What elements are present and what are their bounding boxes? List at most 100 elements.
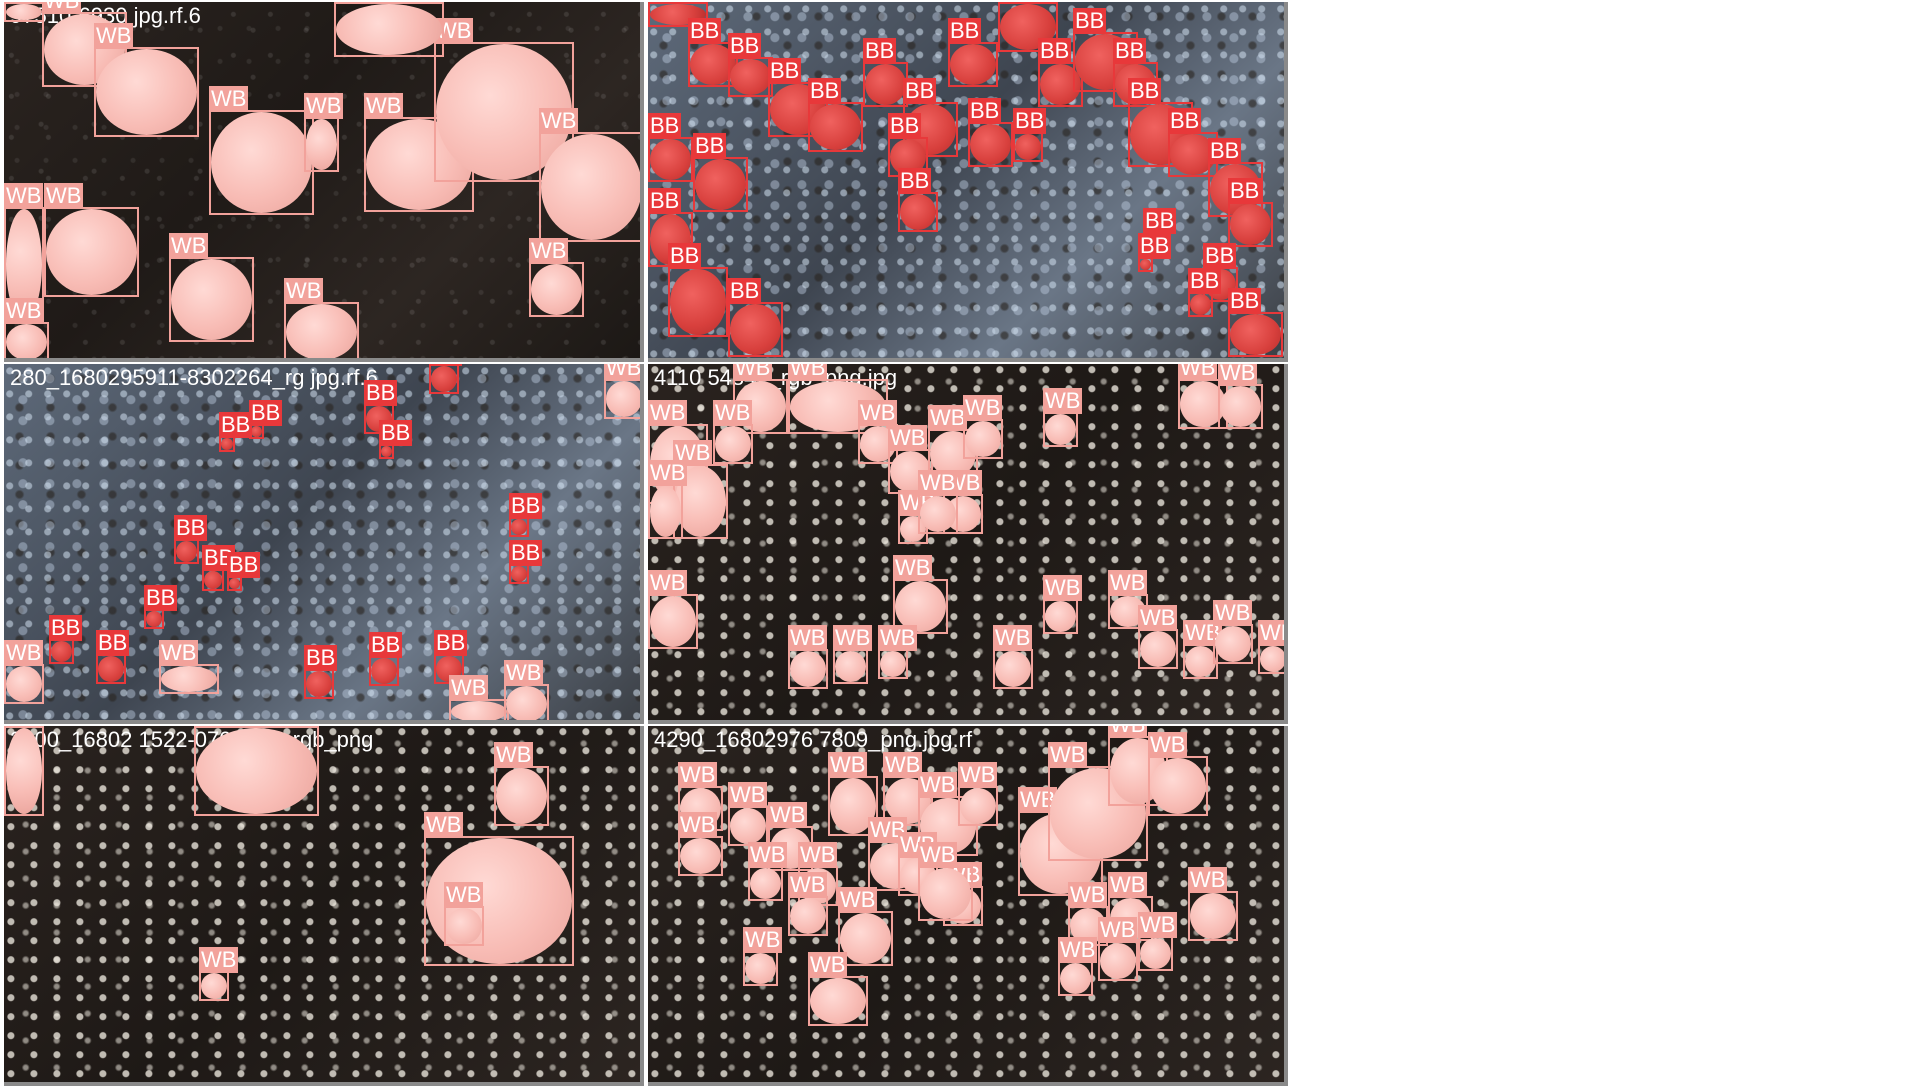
- detection-label: BB: [49, 615, 83, 641]
- detection-box-wb: WB: [209, 86, 314, 215]
- detection-mosaic: 97510-6930 jpg.rf.6 WBWBWBWBWBWBWBWBWBWB…: [4, 2, 1288, 1086]
- detection-box-wb: WB: [1043, 388, 1083, 447]
- detection-box-wb: WB: [504, 660, 549, 720]
- detection-label: WB: [1048, 742, 1088, 768]
- detection-box-bb: BB: [174, 515, 208, 564]
- mushroom-cap: [1140, 631, 1176, 667]
- mushroom-cap: [506, 686, 547, 720]
- detection-label: WB: [958, 762, 998, 788]
- detection-label: WB: [539, 108, 579, 134]
- mushroom-cap: [196, 728, 317, 814]
- detection-box-wb: WB: [1058, 937, 1098, 996]
- mushroom-cap: [1230, 204, 1271, 245]
- image-tile-6: 4290_16802976 7809_png.jpg.rf WB WB WB WB WB…: [648, 726, 1288, 1086]
- detection-label: WB: [828, 752, 868, 778]
- detection-box-wb: WB: [364, 93, 474, 212]
- detection-box-bb: BB: [728, 33, 773, 97]
- detection-box-wb: WB: [1138, 605, 1178, 669]
- detection-label: WB: [4, 726, 44, 728]
- detection-label: WB: [42, 2, 82, 14]
- detection-label: WB: [1218, 364, 1258, 386]
- detection-label: BB: [369, 632, 403, 658]
- mushroom-cap: [541, 134, 640, 240]
- detection-label: WB: [878, 625, 918, 651]
- detection-label: BB: [998, 2, 1032, 4]
- detection-label: WB: [1258, 620, 1284, 646]
- mushroom-cap: [965, 421, 1001, 457]
- mushroom-cap: [900, 194, 936, 230]
- mushroom-cap: [1140, 938, 1171, 969]
- mushroom-cap: [1150, 758, 1206, 814]
- detection-label: WB: [4, 298, 44, 324]
- detection-box-wb: WB: [648, 460, 688, 539]
- detection-label: BB: [1208, 138, 1242, 164]
- mushroom-cap: [6, 324, 47, 358]
- detection-box-wb: WB: [648, 570, 698, 649]
- detection-label: WB: [504, 660, 544, 686]
- detection-box-wb: WB: [1138, 912, 1178, 971]
- detection-label: BB: [808, 78, 842, 104]
- mushroom-cap: [6, 4, 42, 20]
- detection-label: BB: [968, 98, 1002, 124]
- detection-label: WB: [1098, 917, 1138, 943]
- mushroom-cap: [211, 112, 312, 213]
- detection-label: BB: [688, 18, 722, 44]
- detection-box-bb: BB: [1228, 178, 1273, 247]
- detection-box-bb: BB: [96, 630, 130, 684]
- detection-box-wb: WB: [4, 640, 44, 704]
- detection-label: WB: [604, 364, 640, 381]
- detection-box-wb: WB: [678, 762, 723, 831]
- mushroom-cap: [1230, 314, 1281, 355]
- detection-label: BB: [1203, 243, 1237, 269]
- mushroom-cap: [650, 139, 691, 180]
- mushroom-cap: [451, 701, 507, 720]
- detection-box-wb: WB: [159, 640, 219, 694]
- detection-label: WB: [883, 752, 923, 778]
- detection-box-wb: WB: [444, 882, 484, 946]
- detection-box-wb: WB: [963, 395, 1003, 459]
- detection-label: BB: [304, 645, 338, 671]
- detection-label: BB: [898, 168, 932, 194]
- detection-label: BB: [863, 38, 897, 64]
- detection-box-bb: BB: [369, 632, 403, 686]
- detection-label: BB: [429, 364, 463, 366]
- mushroom-cap: [96, 49, 197, 135]
- detection-label: WB: [284, 278, 324, 304]
- detection-label: WB: [788, 625, 828, 651]
- detection-box-bb: BB: [144, 585, 178, 629]
- detection-box-wb: WB: [1218, 364, 1263, 429]
- detection-label: WB: [858, 400, 898, 426]
- detection-box-wb: WB: [169, 233, 254, 342]
- mushroom-cap: [146, 611, 162, 627]
- detection-label: WB: [993, 625, 1033, 651]
- mushroom-cap: [204, 571, 222, 589]
- mushroom-cap: [221, 438, 233, 450]
- detection-label: WB: [44, 183, 84, 209]
- mushroom-cap: [201, 973, 227, 999]
- mushroom-cap: [229, 578, 240, 589]
- detection-box-wb: WB: [918, 470, 958, 534]
- detection-label: BB: [249, 400, 283, 426]
- mushroom-cap: [251, 426, 262, 437]
- detection-box-wb: WB: [1188, 867, 1238, 941]
- detection-box-bb: BB: [898, 168, 938, 232]
- detection-label: BB: [648, 2, 682, 4]
- detection-label: WB: [1188, 867, 1228, 893]
- detection-label: BB: [1168, 108, 1202, 134]
- detection-label: WB: [963, 395, 1003, 421]
- detection-box-bb: BB: [968, 98, 1013, 167]
- detection-label: WB: [733, 364, 773, 381]
- detection-box-bb: BB: [429, 364, 463, 394]
- mushroom-cap: [730, 304, 781, 355]
- detection-label: WB: [4, 2, 44, 4]
- detection-label: BB: [144, 585, 178, 611]
- detection-label: WB: [838, 887, 878, 913]
- mushroom-cap: [6, 728, 42, 814]
- detection-label: BB: [1038, 38, 1072, 64]
- mushroom-cap: [880, 651, 906, 677]
- detection-box-bb: BB: [202, 545, 236, 591]
- mushroom-cap: [176, 541, 197, 562]
- mushroom-cap: [950, 44, 996, 85]
- detection-label: BB: [509, 540, 543, 566]
- image-tile-2: BB BB BB BB BB BB BB BB BB BB BB BB BB BB BB BB BB BB BB BB…: [648, 2, 1288, 362]
